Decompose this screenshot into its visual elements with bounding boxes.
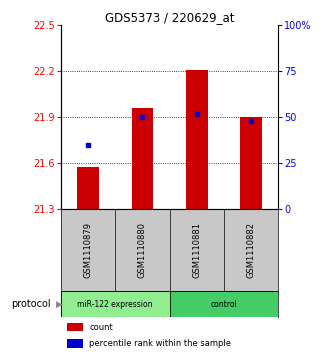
Bar — [77, 167, 99, 209]
Bar — [67, 339, 83, 348]
Bar — [61, 291, 170, 317]
Text: miR-122 expression: miR-122 expression — [77, 299, 153, 309]
Text: protocol: protocol — [12, 299, 51, 309]
Text: GSM1110881: GSM1110881 — [192, 222, 201, 278]
Text: GSM1110880: GSM1110880 — [138, 222, 147, 278]
Bar — [186, 70, 208, 209]
Text: count: count — [89, 323, 113, 332]
Text: GSM1110882: GSM1110882 — [247, 222, 256, 278]
Bar — [170, 291, 278, 317]
Text: control: control — [211, 299, 237, 309]
Title: GDS5373 / 220629_at: GDS5373 / 220629_at — [105, 11, 234, 24]
Bar — [67, 323, 83, 331]
Text: ▶: ▶ — [56, 299, 63, 309]
Text: percentile rank within the sample: percentile rank within the sample — [89, 339, 231, 348]
Text: GSM1110879: GSM1110879 — [84, 222, 92, 278]
Bar — [132, 108, 153, 209]
Bar — [240, 117, 262, 209]
